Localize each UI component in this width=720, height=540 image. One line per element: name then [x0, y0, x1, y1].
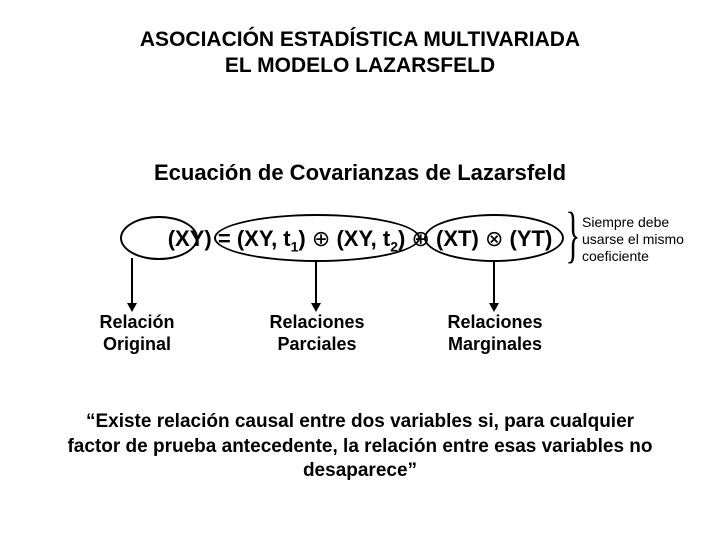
arrow-marginales-line: [493, 262, 495, 304]
ellipse-marginales: [424, 214, 564, 262]
arrow-parciales-head: [311, 303, 321, 312]
title-line2: EL MODELO LAZARSFELD: [0, 54, 720, 78]
ellipse-original: [120, 216, 198, 260]
label-original-l1: Relación: [92, 312, 182, 334]
label-original-l2: Original: [92, 334, 182, 356]
label-marginales-l2: Marginales: [438, 334, 552, 356]
subtitle: Ecuación de Covarianzas de Lazarsfeld: [0, 160, 720, 186]
arrow-parciales-line: [315, 262, 317, 304]
label-parciales: Relaciones Parciales: [262, 312, 372, 355]
note-l2: usarse el mismo: [582, 231, 684, 248]
label-parciales-l2: Parciales: [262, 334, 372, 356]
arrow-original-head: [127, 303, 137, 312]
side-note: Siempre debe usarse el mismo coeficiente: [582, 214, 684, 264]
note-l3: coeficiente: [582, 248, 684, 265]
arrow-original-line: [131, 258, 133, 304]
title-line1: ASOCIACIÓN ESTADÍSTICA MULTIVARIADA: [0, 28, 720, 52]
label-original: Relación Original: [92, 312, 182, 355]
label-marginales: Relaciones Marginales: [438, 312, 552, 355]
brace-icon: }: [565, 200, 580, 271]
quote-text: “Existe relación causal entre dos variab…: [60, 410, 660, 484]
arrow-marginales-head: [489, 303, 499, 312]
label-marginales-l1: Relaciones: [438, 312, 552, 334]
main-title: ASOCIACIÓN ESTADÍSTICA MULTIVARIADA EL M…: [0, 28, 720, 78]
ellipse-parciales: [214, 214, 420, 262]
note-l1: Siempre debe: [582, 214, 684, 231]
label-parciales-l1: Relaciones: [262, 312, 372, 334]
